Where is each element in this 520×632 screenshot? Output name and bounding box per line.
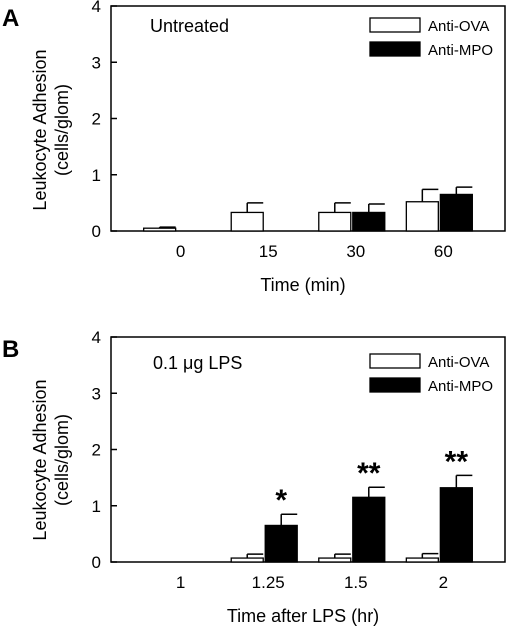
panel-b-ylabel: Leukocyte Adhesion (cells/glom) (30, 379, 72, 540)
panel-a-xtick-label: 30 (346, 242, 365, 261)
panel-b-significance-label: ** (445, 445, 469, 478)
panel-a-xlabel: Time (min) (260, 275, 345, 295)
panel-a-ytick-label: 3 (92, 53, 101, 72)
panel-b-legend-label: Anti-OVA (428, 354, 489, 371)
panel-b-annotation: 0.1 μg LPS (153, 353, 242, 373)
panel-b-significance-label: * (275, 484, 287, 517)
panel-b-bar-anti-mpo (352, 496, 386, 563)
panel-a-ytick-label: 4 (92, 0, 101, 16)
panel-a-bar-anti-ova (405, 201, 439, 232)
panel-b-ytick-label: 3 (92, 384, 101, 403)
panel-a-legend-swatch-anti-mpo (369, 41, 421, 57)
panel-a-legend-label: Anti-MPO (428, 42, 493, 59)
panel-b-letter: B (2, 336, 19, 363)
panel-b-xtick-label: 1.5 (344, 573, 368, 592)
panel-b-significance-label: ** (357, 457, 381, 490)
panel-b-xlabel: Time after LPS (hr) (227, 606, 379, 626)
panel-b-plot: 0 1 2 3 4 1 1.25 * 1.5 ** 2 ** Anti-OVA Anti-MPO (92, 328, 506, 592)
panel-b-bar-anti-ova (230, 557, 264, 563)
panel-a-ytick-label: 1 (92, 166, 101, 185)
panel-a-ytick-label: 0 (92, 222, 101, 241)
panel-b-ytick-label: 2 (92, 441, 101, 460)
panel-a-annotation: Untreated (150, 16, 229, 36)
panel-a-xtick-label: 0 (176, 242, 185, 261)
panel-a-bar-anti-ova (318, 211, 352, 232)
panel-a-plot: 0 1 2 3 4 0 15 30 60 Anti-OVA Anti-MPO (92, 0, 506, 261)
panel-b-legend-swatch-anti-ova (369, 353, 421, 369)
panel-b-ytick-label: 1 (92, 497, 101, 516)
panel-a-ylabel-line2: (cells/glom) (52, 84, 72, 176)
panel-a-ylabel-line1: Leukocyte Adhesion (30, 49, 50, 210)
panel-b-xtick-label: 1 (176, 573, 185, 592)
panel-a-bar-anti-mpo (352, 211, 386, 232)
panel-a-bar-anti-ova (230, 211, 264, 232)
panel-b-xtick-label: 2 (439, 573, 448, 592)
panel-b-bar-anti-mpo (439, 487, 473, 563)
panel-b-legend-label: Anti-MPO (428, 378, 493, 395)
panel-a-bar-anti-ova (143, 227, 177, 232)
panel-b-ylabel-line2: (cells/glom) (52, 414, 72, 506)
panel-b-ylabel-line1: Leukocyte Adhesion (30, 379, 50, 540)
panel-b-bar-anti-mpo (264, 524, 298, 563)
panel-a-ylabel: Leukocyte Adhesion (cells/glom) (30, 49, 72, 210)
panel-a-letter: A (2, 5, 19, 32)
panel-b-ytick-label: 4 (92, 328, 101, 347)
panel-b-legend-swatch-anti-mpo (369, 377, 421, 393)
panel-a-legend-label: Anti-OVA (428, 18, 489, 35)
panel-a-legend-swatch-anti-ova (369, 17, 421, 33)
panel-b-ytick-label: 0 (92, 553, 101, 572)
panel-b-xtick-label: 1.25 (252, 573, 285, 592)
panel-b: B 0.1 μg LPS Leukocyte Adhesion (cells/g… (2, 328, 506, 626)
panel-a-ytick-label: 2 (92, 110, 101, 129)
panel-a-bar-anti-mpo (439, 193, 473, 232)
panel-a: A Untreated Leukocyte Adhesion (cells/gl… (2, 0, 506, 295)
panel-a-xtick-label: 15 (259, 242, 278, 261)
panel-b-bar-anti-ova (318, 557, 352, 563)
panel-a-xtick-label: 60 (434, 242, 453, 261)
panel-b-bar-anti-ova (405, 557, 439, 563)
